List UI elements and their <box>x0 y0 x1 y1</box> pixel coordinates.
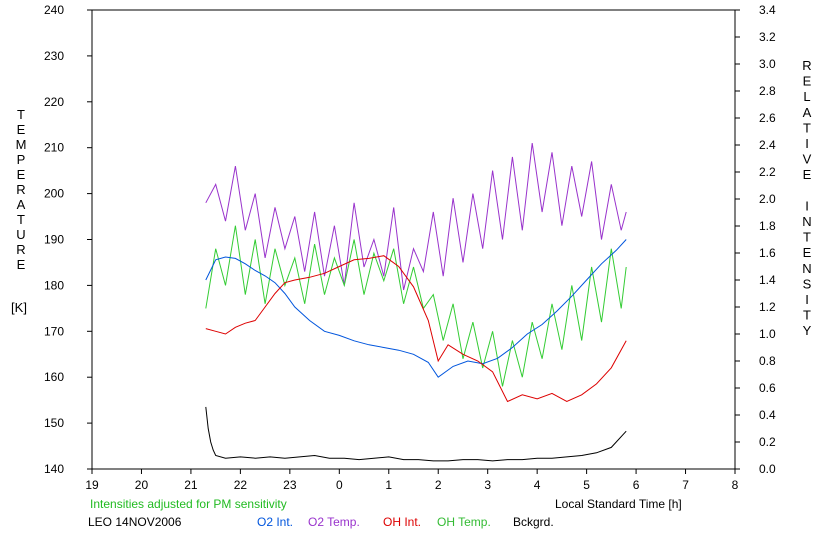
right-axis-letter: N <box>802 261 811 276</box>
y-right-tick-label: 1.2 <box>759 300 776 314</box>
y-right-tick-label: 2.4 <box>759 138 776 152</box>
left-axis-unit: [K] <box>11 300 27 315</box>
y-right-tick-label: 1.8 <box>759 219 776 233</box>
y-right-tick-label: 0.2 <box>759 435 776 449</box>
y-right-tick-label: 0.0 <box>759 462 776 476</box>
note-text: Intensities adjusted for PM sensitivity <box>90 497 287 511</box>
y-right-tick-label: 2.8 <box>759 84 776 98</box>
left-axis-letter: R <box>16 182 25 197</box>
left-axis-letter: R <box>16 242 25 257</box>
y-left-tick-label: 180 <box>44 278 64 292</box>
series-line-oh-int <box>205 255 627 403</box>
x-tick-label: 20 <box>135 478 149 492</box>
y-right-tick-label: 1.6 <box>759 246 776 260</box>
x-tick-label: 3 <box>484 478 491 492</box>
right-axis-letter: V <box>803 152 812 167</box>
right-axis-letter: I <box>805 198 809 213</box>
left-axis-letter: E <box>17 167 26 182</box>
legend-oh-int: OH Int. <box>383 515 421 529</box>
legend-background: Bckgrd. <box>513 515 554 529</box>
station-label: LEO 14NOV2006 <box>88 515 182 529</box>
x-tick-label: 2 <box>435 478 442 492</box>
y-left-tick-label: 170 <box>44 324 64 338</box>
y-left-tick-label: 230 <box>44 49 64 63</box>
left-axis-letter: E <box>17 257 26 272</box>
y-right-tick-label: 3.0 <box>759 57 776 71</box>
x-tick-label: 22 <box>234 478 248 492</box>
right-axis-letter: E <box>803 167 812 182</box>
right-axis-letter: S <box>803 276 812 291</box>
right-axis-letter: E <box>803 74 812 89</box>
left-axis-letter: E <box>17 122 26 137</box>
axes-layer <box>87 9 740 474</box>
series-line-o2-int <box>205 239 627 378</box>
right-axis-letter: T <box>803 120 811 135</box>
right-axis-letter: I <box>805 292 809 307</box>
y-right-tick-label: 2.6 <box>759 111 776 125</box>
y-left-tick-label: 150 <box>44 416 64 430</box>
y-right-tick-label: 0.8 <box>759 354 776 368</box>
legend-o2-temp: O2 Temp. <box>308 515 360 529</box>
y-right-tick-label: 2.0 <box>759 192 776 206</box>
right-axis-letter: Y <box>803 323 812 338</box>
x-tick-label: 1 <box>385 478 392 492</box>
y-right-tick-label: 1.4 <box>759 273 776 287</box>
x-tick-label: 7 <box>682 478 689 492</box>
series-line-o2-temp <box>205 143 627 291</box>
right-axis-letter: L <box>803 89 810 104</box>
left-axis-letter: T <box>17 107 25 122</box>
series-line-bckgrd <box>205 406 627 462</box>
y-left-tick-label: 240 <box>44 3 64 17</box>
x-axis-label: Local Standard Time [h] <box>555 497 682 511</box>
x-tick-label: 23 <box>283 478 297 492</box>
right-axis-letter: N <box>802 214 811 229</box>
axis-labels-layer: 19 20 21 22 23 0 1 2 3 4 5 6 7 8140150160170180190200… <box>11 3 812 492</box>
y-right-tick-label: 2.2 <box>759 165 776 179</box>
x-tick-label: 4 <box>534 478 541 492</box>
y-right-tick-label: 3.2 <box>759 30 776 44</box>
y-left-tick-label: 220 <box>44 95 64 109</box>
x-tick-label: 21 <box>184 478 198 492</box>
series-layer <box>205 143 627 462</box>
legend-oh-temp: OH Temp. <box>437 515 491 529</box>
left-axis-letter: M <box>16 137 27 152</box>
right-axis-letter: R <box>802 58 811 73</box>
x-tick-label: 5 <box>583 478 590 492</box>
right-axis-letter: I <box>805 136 809 151</box>
left-axis-letter: U <box>16 227 25 242</box>
y-left-tick-label: 210 <box>44 141 64 155</box>
series-line-oh-temp <box>205 225 627 387</box>
y-left-tick-label: 140 <box>44 462 64 476</box>
y-left-tick-label: 200 <box>44 187 64 201</box>
right-axis-letter: E <box>803 245 812 260</box>
right-axis-letter: T <box>803 308 811 323</box>
x-tick-label: 0 <box>336 478 343 492</box>
right-axis-letter: A <box>803 105 812 120</box>
y-right-tick-label: 3.4 <box>759 3 776 17</box>
y-right-tick-label: 1.0 <box>759 327 776 341</box>
y-right-tick-label: 0.4 <box>759 408 776 422</box>
x-tick-label: 19 <box>85 478 99 492</box>
y-left-tick-label: 160 <box>44 370 64 384</box>
left-axis-letter: P <box>17 152 26 167</box>
y-left-tick-label: 190 <box>44 233 64 247</box>
right-axis-letter: T <box>803 230 811 245</box>
left-axis-letter: T <box>17 212 25 227</box>
y-right-tick-label: 0.6 <box>759 381 776 395</box>
left-axis-letter: A <box>17 197 26 212</box>
x-tick-label: 6 <box>633 478 640 492</box>
legend-o2-int: O2 Int. <box>257 515 293 529</box>
x-tick-label: 8 <box>732 478 739 492</box>
